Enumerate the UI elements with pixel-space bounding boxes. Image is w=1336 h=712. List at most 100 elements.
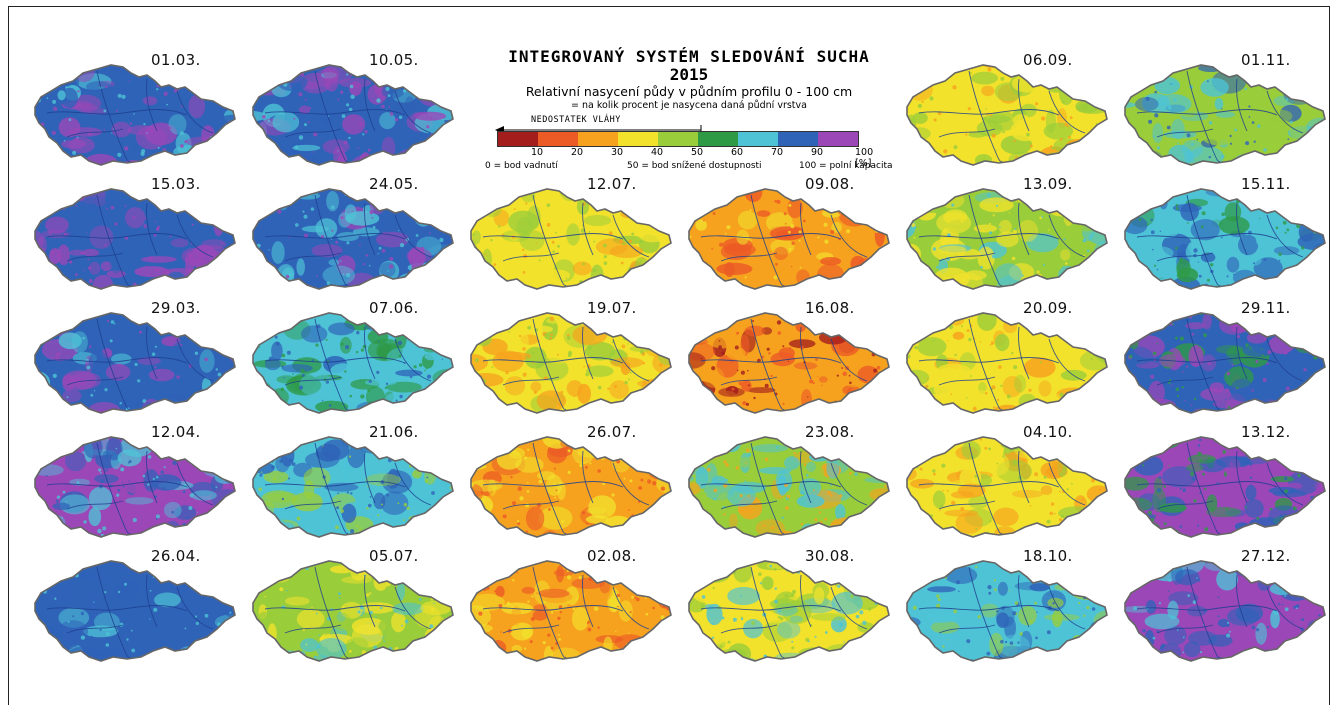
czech-map: [34, 560, 236, 662]
czech-map: [252, 436, 454, 538]
legend-tick-label: 90: [810, 147, 824, 158]
czech-map: [688, 436, 890, 538]
map-panel: 15.11.: [1117, 175, 1329, 293]
map-date-label: 06.09.: [1023, 51, 1073, 69]
czech-map: [906, 312, 1108, 414]
legend-tick-label: 30: [610, 147, 624, 158]
czech-map: [470, 560, 672, 662]
legend-swatch: [738, 132, 778, 146]
czech-map: [1124, 312, 1326, 414]
map-date-label: 02.08.: [587, 547, 637, 565]
czech-map: [688, 188, 890, 290]
czech-map: [688, 560, 890, 662]
legend-tick-label: 70: [770, 147, 784, 158]
map-panel: 29.11.: [1117, 299, 1329, 417]
map-panel: 26.07.: [463, 423, 677, 541]
map-panel: 29.03.: [27, 299, 241, 417]
map-date-label: 05.07.: [369, 547, 419, 565]
map-panel: 01.11.: [1117, 51, 1329, 169]
legend-tick-label: 100 [%]: [855, 147, 874, 169]
legend-tick-label: 40: [650, 147, 664, 158]
map-panel: 02.08.: [463, 547, 677, 665]
czech-map: [1124, 188, 1326, 290]
map-panel: 06.09.: [899, 51, 1113, 169]
czech-map: [688, 312, 890, 414]
map-panel: 01.03.: [27, 51, 241, 169]
map-date-label: 29.11.: [1241, 299, 1291, 317]
map-panel: 19.07.: [463, 299, 677, 417]
czech-map: [470, 312, 672, 414]
legend-tick-label: 20: [570, 147, 584, 158]
soil-saturation-figure: INTEGROVANÝ SYSTÉM SLEDOVÁNÍ SUCHA 2015 …: [8, 6, 1330, 705]
czech-map: [1124, 436, 1326, 538]
figure-subtitle: Relativní nasycení půdy v půdním profilu…: [525, 84, 853, 99]
map-date-label: 29.03.: [151, 299, 201, 317]
legend-tick-label: 60: [730, 147, 744, 158]
czech-map: [34, 312, 236, 414]
legend-swatch: [818, 132, 858, 146]
map-date-label: 26.07.: [587, 423, 637, 441]
legend-swatch: [778, 132, 818, 146]
map-date-label: 04.10.: [1023, 423, 1073, 441]
legend-swatch: [618, 132, 658, 146]
map-date-label: 24.05.: [369, 175, 419, 193]
title-block: INTEGROVANÝ SYSTÉM SLEDOVÁNÍ SUCHA 2015 …: [449, 47, 929, 197]
map-date-label: 30.08.: [805, 547, 855, 565]
map-date-label: 07.06.: [369, 299, 419, 317]
map-panel: 10.05.: [245, 51, 459, 169]
legend-swatch: [658, 132, 698, 146]
figure-note: = na kolik procent je nasycena daná půdn…: [571, 100, 807, 111]
map-date-label: 18.10.: [1023, 547, 1073, 565]
map-panel: 13.12.: [1117, 423, 1329, 541]
map-date-label: 01.03.: [151, 51, 201, 69]
czech-map: [34, 64, 236, 166]
legend-def-hundred: 100 = polní kapacita: [799, 161, 893, 171]
czech-map: [470, 436, 672, 538]
czech-map: [906, 64, 1108, 166]
map-panel: 24.05.: [245, 175, 459, 293]
map-panel: 30.08.: [681, 547, 895, 665]
czech-map: [1124, 64, 1326, 166]
map-date-label: 13.09.: [1023, 175, 1073, 193]
figure-year: 2015: [669, 65, 709, 84]
map-panel: 20.09.: [899, 299, 1113, 417]
czech-map: [34, 188, 236, 290]
map-date-label: 26.04.: [151, 547, 201, 565]
legend-tick-label: 50: [690, 147, 704, 158]
map-date-label: 15.11.: [1241, 175, 1291, 193]
map-date-label: 15.03.: [151, 175, 201, 193]
map-date-label: 12.07.: [587, 175, 637, 193]
czech-map: [906, 188, 1108, 290]
map-date-label: 13.12.: [1241, 423, 1291, 441]
czech-map: [34, 436, 236, 538]
czech-map: [906, 436, 1108, 538]
map-date-label: 10.05.: [369, 51, 419, 69]
legend-swatch: [538, 132, 578, 146]
map-date-label: 12.04.: [151, 423, 201, 441]
map-panel: 27.12.: [1117, 547, 1329, 665]
legend-tick-labels: 10 20 30 40 50 60 70 90 100 [%]: [497, 147, 897, 169]
map-date-label: 01.11.: [1241, 51, 1291, 69]
map-panel: 07.06.: [245, 299, 459, 417]
deficit-label: NEDOSTATEK VLÁHY: [531, 115, 621, 125]
map-date-label: 09.08.: [805, 175, 855, 193]
map-panel: 18.10.: [899, 547, 1113, 665]
legend-tick-label: 10: [530, 147, 544, 158]
legend-def-zero: 0 = bod vadnutí: [485, 161, 558, 171]
legend-swatch: [578, 132, 618, 146]
map-panel: 23.08.: [681, 423, 895, 541]
map-panel: 04.10.: [899, 423, 1113, 541]
czech-map: [252, 312, 454, 414]
map-date-label: 27.12.: [1241, 547, 1291, 565]
map-panel: 13.09.: [899, 175, 1113, 293]
czech-map: [1124, 560, 1326, 662]
map-panel: 15.03.: [27, 175, 241, 293]
map-date-label: 19.07.: [587, 299, 637, 317]
map-panel: 09.08.: [681, 175, 895, 293]
map-panel: 26.04.: [27, 547, 241, 665]
czech-map: [470, 188, 672, 290]
map-date-label: 21.06.: [369, 423, 419, 441]
legend-def-fifty: 50 = bod snížené dostupnosti: [627, 161, 762, 171]
map-panel: 12.07.: [463, 175, 677, 293]
czech-map: [252, 188, 454, 290]
